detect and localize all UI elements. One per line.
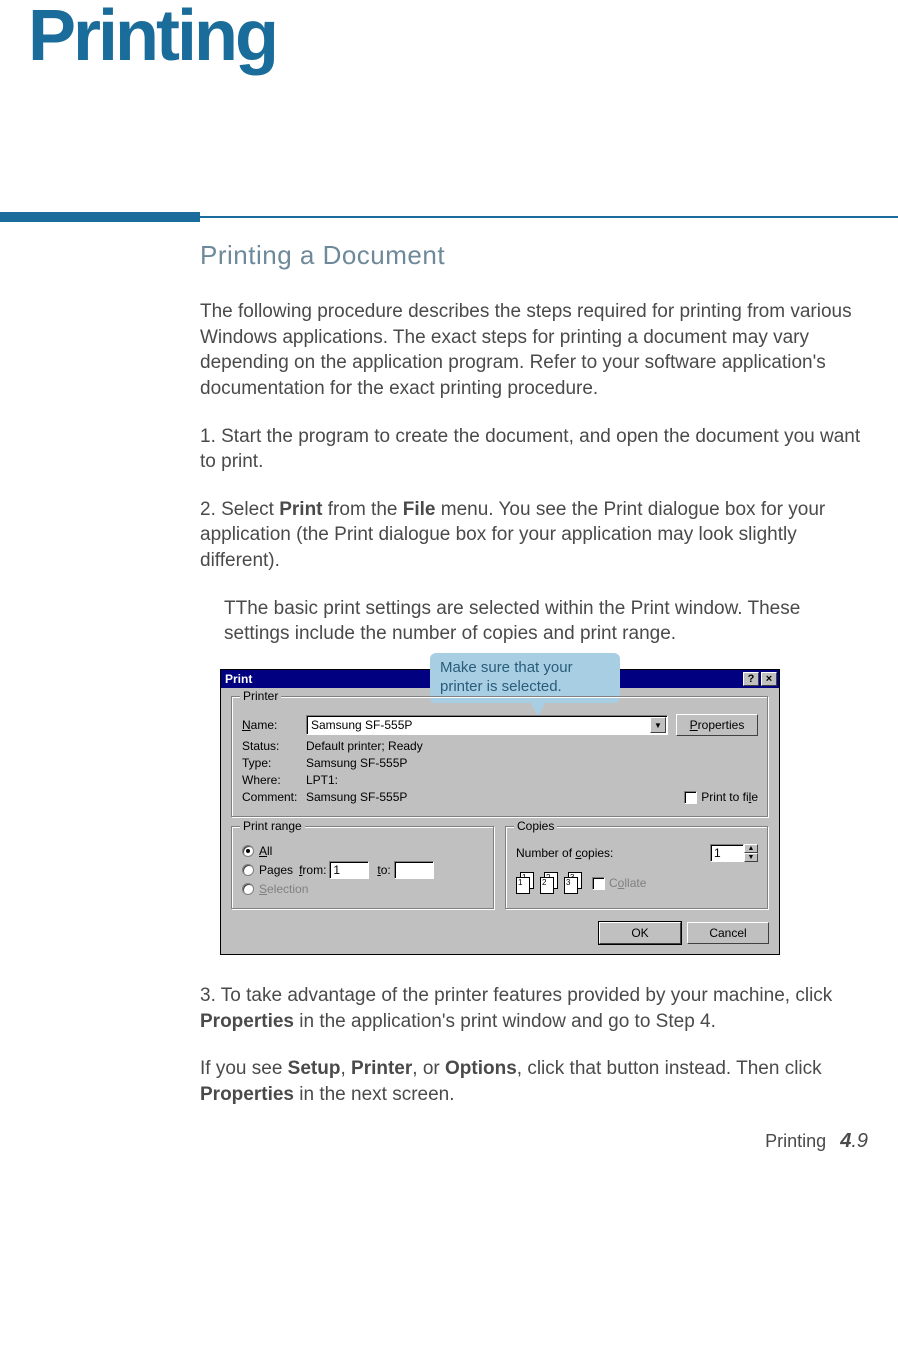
step-3: 3. To take advantage of the printer feat… — [200, 983, 868, 1034]
to-label: to: — [377, 863, 390, 877]
close-button[interactable]: × — [761, 672, 777, 686]
step-2: 2. Select Print from the File menu. You … — [200, 497, 868, 574]
printer-name-combo[interactable]: Samsung SF-555P ▼ — [306, 715, 668, 735]
type-value: Samsung SF-555P — [306, 756, 407, 770]
print-dialog: Print ? × Printer Name: Samsung SF-555P … — [220, 669, 780, 955]
selection-radio — [242, 883, 254, 895]
range-all-label: All — [259, 844, 272, 858]
ok-button[interactable]: OK — [599, 922, 681, 944]
where-label: Where: — [242, 773, 306, 787]
range-all-radio[interactable] — [242, 845, 254, 857]
final-paragraph: If you see Setup, Printer, or Options, c… — [200, 1056, 868, 1107]
footer-page-number: 4.9 — [840, 1130, 868, 1153]
range-pages-radio[interactable] — [242, 864, 254, 876]
selection-label: Selection — [259, 882, 308, 896]
intro-paragraph: The following procedure describes the st… — [200, 299, 868, 402]
divider — [0, 212, 898, 222]
status-value: Default printer; Ready — [306, 739, 423, 753]
cancel-button[interactable]: Cancel — [687, 922, 769, 944]
step-1: 1. Start the program to create the docum… — [200, 424, 868, 475]
status-label: Status: — [242, 739, 306, 753]
collate-checkbox — [592, 877, 605, 890]
collate-label: Collate — [609, 876, 646, 890]
where-value: LPT1: — [306, 773, 338, 787]
copies-group-label: Copies — [514, 819, 557, 833]
page-footer: Printing 4.9 — [0, 1130, 868, 1153]
print-range-group: Print range All Pages from: 1 to: Select… — [231, 826, 495, 910]
copies-group: Copies Number of copies: 1 ▲ ▼ — [505, 826, 769, 910]
page-title: Printing — [28, 0, 898, 72]
from-label: from: — [299, 863, 326, 877]
from-input[interactable]: 1 — [329, 861, 369, 879]
properties-button[interactable]: Properties — [676, 714, 758, 736]
comment-value: Samsung SF-555P — [306, 790, 684, 804]
printer-name-value: Samsung SF-555P — [311, 718, 412, 732]
step-2-continued: TThe basic print settings are selected w… — [224, 596, 868, 647]
printer-group: Printer Name: Samsung SF-555P ▼ Properti… — [231, 696, 769, 818]
spinner-down-icon[interactable]: ▼ — [744, 853, 758, 862]
range-group-label: Print range — [240, 819, 305, 833]
chevron-down-icon[interactable]: ▼ — [650, 717, 666, 733]
copies-label: Number of copies: — [516, 846, 710, 860]
type-label: Type: — [242, 756, 306, 770]
comment-label: Comment: — [242, 790, 306, 804]
printer-group-label: Printer — [240, 689, 281, 703]
section-heading: Printing a Document — [200, 240, 868, 271]
range-pages-label: Pages — [259, 863, 293, 877]
copies-spinner[interactable]: 1 ▲ ▼ — [710, 844, 758, 862]
name-label: Name: — [242, 718, 306, 732]
spinner-up-icon[interactable]: ▲ — [744, 844, 758, 853]
footer-label: Printing — [765, 1131, 826, 1152]
print-dialog-wrap: Make sure that your printer is selected.… — [220, 669, 780, 955]
print-to-file-checkbox[interactable] — [684, 791, 697, 804]
copies-input[interactable]: 1 — [710, 844, 744, 862]
to-input[interactable] — [394, 861, 434, 879]
help-button[interactable]: ? — [743, 672, 759, 686]
collate-preview-icon: 11 22 33 — [516, 872, 584, 894]
print-to-file-label: Print to file — [701, 790, 758, 804]
